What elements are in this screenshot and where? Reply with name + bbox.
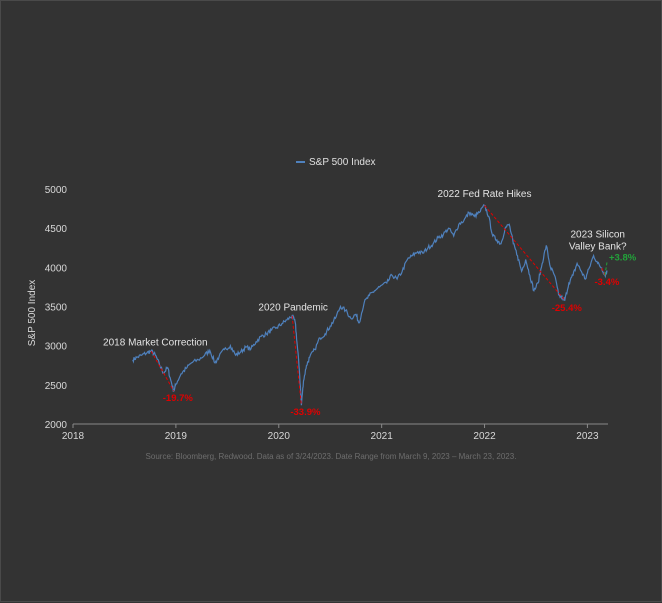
y-axis-label: S&P 500 Index: [27, 280, 38, 347]
drawdown-line: [485, 205, 565, 300]
x-axis: 2018 2019 2020 2021 2022 2023: [62, 424, 608, 442]
drawdown-label: -25.4%: [552, 303, 583, 314]
x-tick-label: 2018: [62, 431, 85, 442]
source-footnote: Source: Bloomberg, Redwood. Data as of 3…: [146, 452, 517, 461]
y-tick-label: 2000: [45, 420, 68, 431]
drawdown-label: -19.7%: [163, 393, 194, 404]
drawdown-line: [151, 351, 174, 391]
x-tick-label: 2021: [371, 431, 394, 442]
x-tick-label: 2023: [576, 431, 599, 442]
legend-label: S&P 500 Index: [309, 157, 376, 168]
drawdown-markers: -19.7% -33.9% -25.4% -3.4% +3.8%: [151, 205, 637, 418]
x-tick-label: 2022: [473, 431, 496, 442]
y-tick-label: 4000: [45, 263, 68, 274]
y-axis: 2000 2500 3000 3500 4000 4500 5000: [45, 185, 68, 431]
annotation-label: 2022 Fed Rate Hikes: [438, 189, 532, 200]
annotation-label: 2023 Silicon Valley Bank?: [569, 230, 627, 253]
drawdown-label: -3.4%: [594, 277, 619, 288]
drawdown-label: -33.9%: [290, 407, 321, 418]
y-tick-label: 2500: [45, 381, 68, 392]
y-tick-label: 3500: [45, 303, 68, 314]
drawdown-line: [292, 316, 301, 405]
legend: S&P 500 Index: [296, 157, 376, 168]
y-tick-label: 4500: [45, 224, 68, 235]
event-annotations: 2018 Market Correction 2020 Pandemic 2022 …: [103, 189, 627, 349]
annotation-label: 2018 Market Correction: [103, 338, 208, 349]
gain-label: +3.8%: [609, 252, 637, 263]
y-tick-label: 3000: [45, 342, 68, 353]
y-tick-label: 5000: [45, 185, 68, 196]
x-tick-label: 2019: [165, 431, 188, 442]
series-line-sp500: [133, 205, 607, 405]
annotation-label: 2020 Pandemic: [258, 302, 328, 313]
x-tick-label: 2020: [268, 431, 291, 442]
